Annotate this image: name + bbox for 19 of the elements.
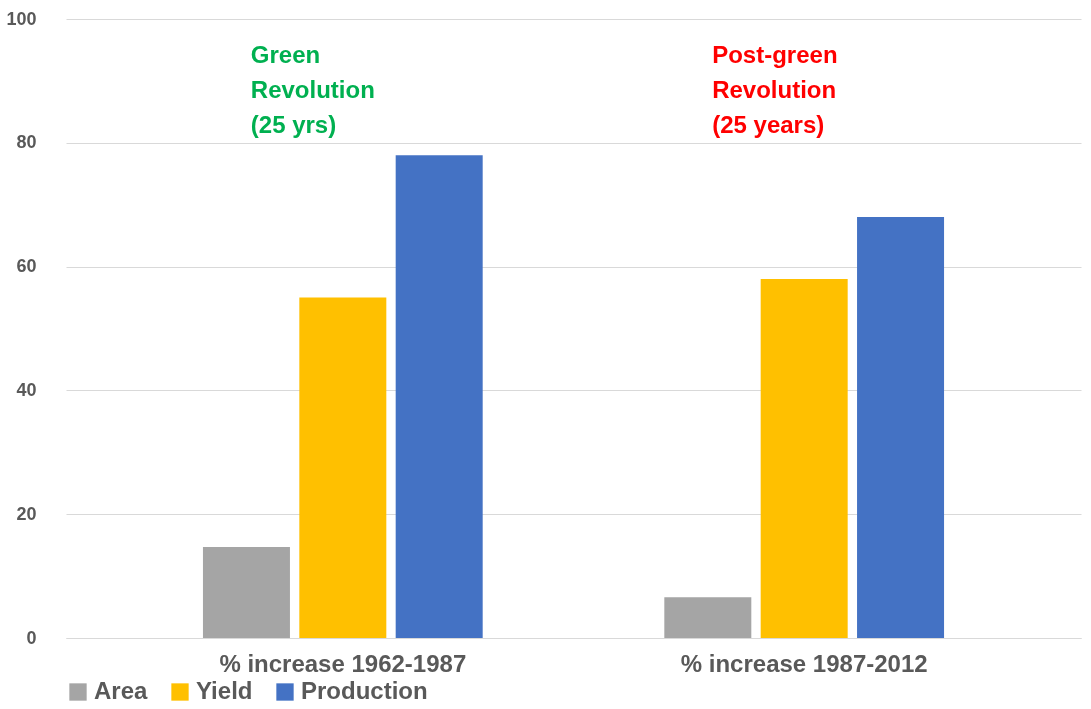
y-tick-label: 0 [26,627,37,648]
bar [202,547,290,638]
legend-label: Production [301,677,428,704]
legend-label: Area [94,677,149,704]
annotation: Green Revolution (25 yrs) [250,41,375,138]
legend-label: Yield [196,677,253,704]
bar [857,217,945,638]
bar [395,155,483,638]
y-tick-label: 100 [6,8,37,29]
bar [664,597,752,638]
y-tick-label: 20 [16,503,37,524]
bar [299,297,387,638]
x-tick-label: % increase 1987-2012 [680,649,928,677]
x-tick-label: % increase 1962-1987 [219,649,467,677]
y-tick-label: 80 [16,132,37,153]
annotation: Post-green Revolution (25 years) [712,41,838,138]
y-tick-label: 60 [16,256,37,277]
bar [760,278,848,638]
y-tick-label: 40 [16,379,37,400]
